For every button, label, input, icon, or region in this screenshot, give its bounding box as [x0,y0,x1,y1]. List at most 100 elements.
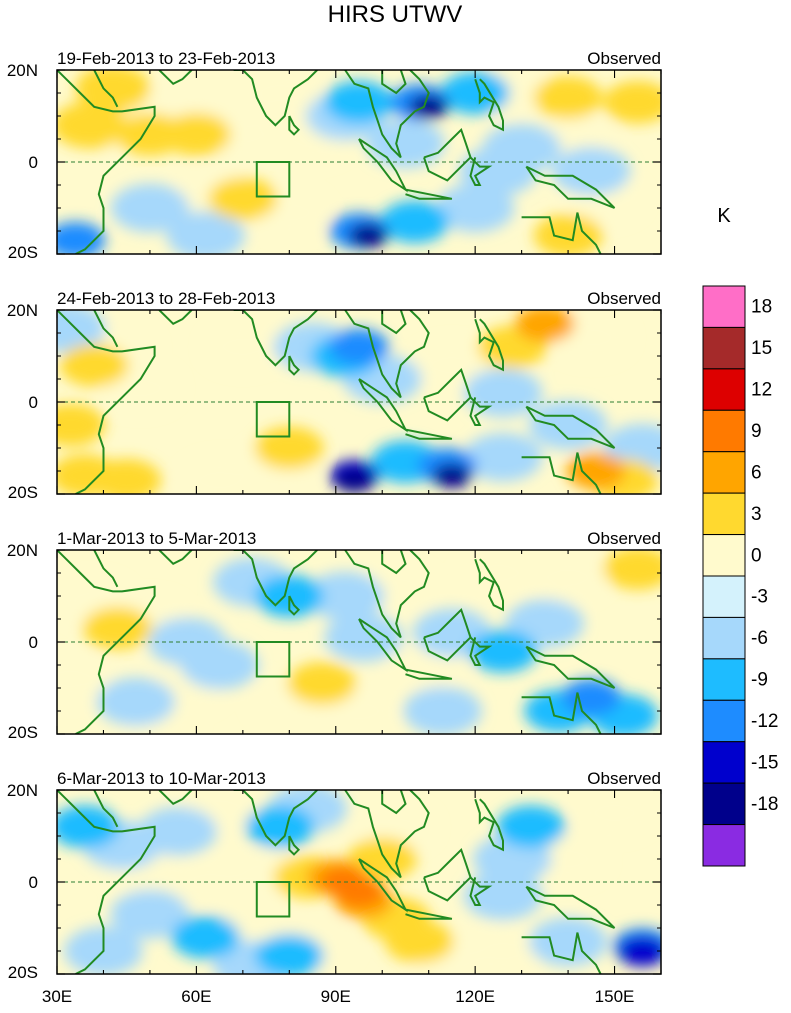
coastlines [57,790,616,974]
y-tick-label: 20S [8,483,38,502]
colorbar-swatch [702,824,746,867]
colorbar: K 18 15 12 9 6 3 0 -3 -6 -9 -12 -15 -18 [702,205,778,867]
x-tick-label: 120E [455,987,495,1006]
coastline [405,908,453,920]
coastline [93,70,119,108]
colorbar-label: -9 [751,670,768,691]
x-axis: 30E 60E 90E 120E 150E [42,987,635,1006]
figure-title: HIRS UTWV [328,1,463,28]
anomaly-blob [552,146,631,196]
panel-period: 6-Mar-2013 to 10-Mar-2013 [57,769,266,788]
coastline [475,296,480,305]
panel-period: 1-Mar-2013 to 5-Mar-2013 [57,529,256,548]
coastline [423,607,472,662]
anomaly-blob [463,871,543,921]
colorbar-swatch [702,699,746,743]
colorbar-label: 15 [751,338,772,359]
map-panel: 1-Mar-2013 to 5-Mar-2013 Observed 20N 0 20S [7,529,662,742]
coastline [158,310,193,326]
panel-field [57,536,661,734]
anomaly-blob [324,613,403,662]
coastline [423,847,472,902]
map-panel: 19-Feb-2013 to 23-Feb-2013 Observed 20N 0 20… [7,49,662,262]
colorbar-swatch [702,492,746,536]
coastline [405,428,453,440]
coastline [57,70,156,254]
colorbar-swatch [702,451,746,494]
anomaly-blob [385,920,454,964]
colorbar-label: 12 [751,380,772,401]
y-tick-label: 20S [8,723,38,742]
panel-period: 24-Feb-2013 to 28-Feb-2013 [57,289,275,308]
anomaly-blob [208,177,278,221]
y-tick-label: 20N [7,541,38,560]
x-tick-label: 30E [42,987,72,1006]
panels: 19-Feb-2013 to 23-Feb-2013 Observed 20N 0 20… [7,49,662,982]
coastline [381,550,407,575]
y-tick-label: 0 [29,153,38,172]
colorbar-swatch [702,409,746,453]
anomaly-blob [566,452,626,490]
coastline [233,70,318,127]
coastline [405,668,453,680]
anomaly-blob [603,80,661,124]
anomaly-blob [380,200,450,244]
coastline [469,156,493,186]
colorbar-label: 0 [751,545,762,566]
coastline [423,127,472,182]
anomaly-blob [403,686,482,734]
anomaly-blob [324,80,394,124]
colorbar-label: -18 [751,794,778,815]
colorbar-swatch [702,368,746,411]
colorbar-swatch [702,616,746,660]
anomaly-blob [305,571,385,621]
colorbar-label: -12 [751,711,778,732]
anomaly-blob [254,934,324,974]
coastlines [57,70,616,254]
colorbar-unit: K [717,205,731,227]
anomaly-blob [57,101,128,149]
anomaly-blob [57,654,111,704]
coastline [469,636,493,666]
anomaly-blob [329,328,389,366]
anomaly-blobs [57,70,661,254]
coastline [475,536,480,545]
coastline [525,885,616,929]
coastline [57,790,156,974]
y-tick-label: 0 [29,873,38,892]
coastline [474,798,504,852]
anomaly-blob [496,805,566,849]
colorbar-label: 6 [751,462,762,483]
coastline [233,310,318,367]
colorbar-swatch [702,285,746,328]
coastline [288,835,301,856]
anomaly-blob [528,917,608,967]
coastline [381,310,407,335]
x-tick-label: 90E [321,987,351,1006]
coastline [57,310,156,494]
coastline [158,790,193,806]
anomaly-blob [57,221,106,254]
map-panel: 24-Feb-2013 to 28-Feb-2013 Observed 20N 0 20… [7,289,662,502]
coastline [344,70,430,159]
coastline [233,790,318,847]
colorbar-label: 3 [751,504,762,525]
coastline [288,355,301,376]
anomaly-blob [171,915,241,959]
colorbar-label: -15 [751,752,778,773]
anomaly-blob [603,550,661,590]
coastline [93,550,119,588]
anomaly-blob [171,857,250,907]
coastline [288,115,301,136]
colorbar-label: 18 [751,297,772,318]
coastline [288,595,301,616]
panel-field [57,296,661,494]
region-box [255,401,291,438]
coastline [381,70,407,95]
panel-period: 19-Feb-2013 to 23-Feb-2013 [57,49,275,68]
anomaly-blob [180,640,259,690]
anomaly-blob [57,403,106,447]
anomaly-blob [166,211,245,254]
coastline [521,212,602,254]
